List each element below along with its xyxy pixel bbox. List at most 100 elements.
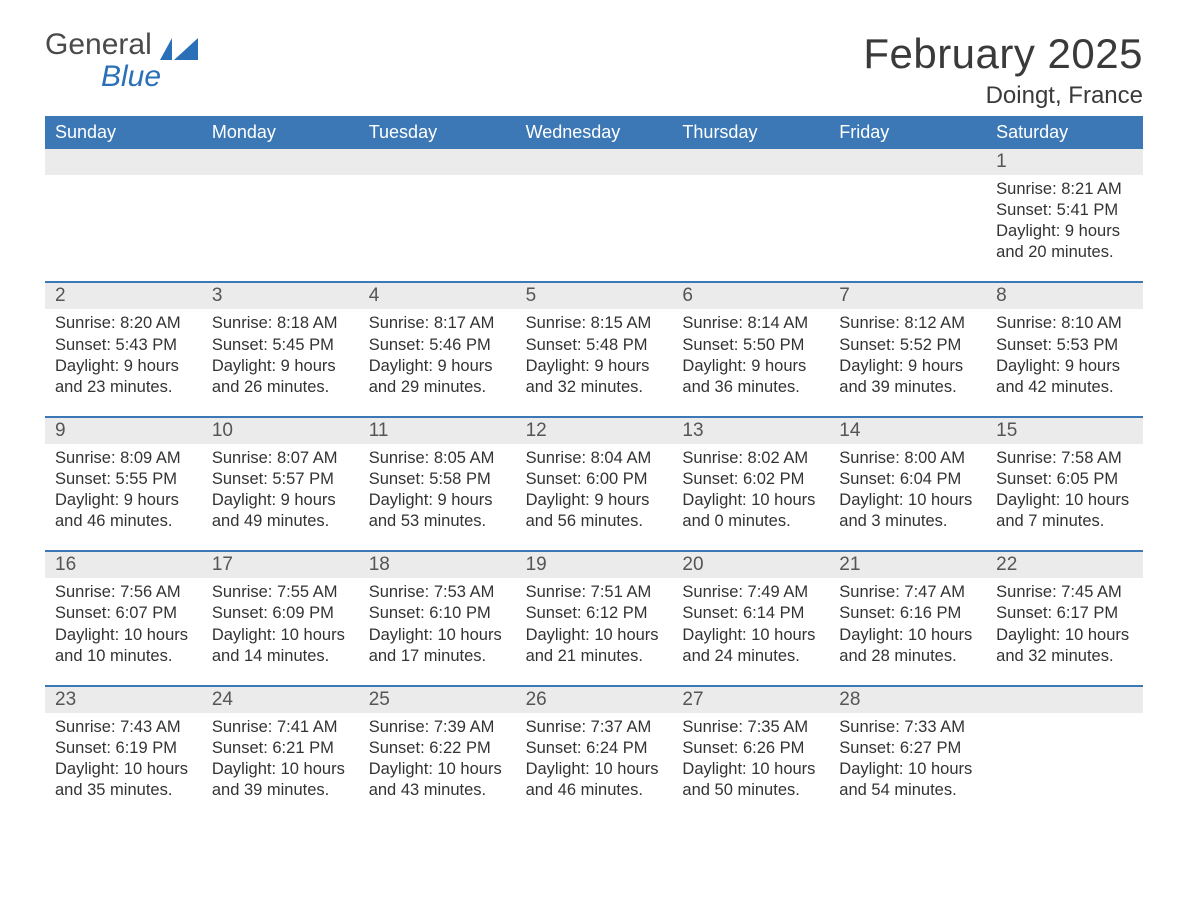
day-content: Sunrise: 8:15 AMSunset: 5:48 PMDaylight:… [516,309,673,397]
day-content: Sunrise: 8:18 AMSunset: 5:45 PMDaylight:… [202,309,359,397]
day-sunrise: Sunrise: 7:37 AM [526,717,663,738]
day-daylight1: Daylight: 9 hours [55,490,192,511]
day-content: Sunrise: 8:14 AMSunset: 5:50 PMDaylight:… [672,309,829,397]
day-sunrise: Sunrise: 7:43 AM [55,717,192,738]
day-daylight1: Daylight: 10 hours [526,759,663,780]
day-number: 26 [516,687,673,713]
day-daylight2: and 50 minutes. [682,780,819,801]
weekday-header-row: Sunday Monday Tuesday Wednesday Thursday… [45,116,1143,149]
day-cell: 6Sunrise: 8:14 AMSunset: 5:50 PMDaylight… [672,283,829,397]
day-daylight2: and 46 minutes. [55,511,192,532]
day-sunrise: Sunrise: 8:20 AM [55,313,192,334]
day-daylight2: and 39 minutes. [212,780,349,801]
day-sunset: Sunset: 6:02 PM [682,469,819,490]
day-sunrise: Sunrise: 8:15 AM [526,313,663,334]
day-number: 9 [45,418,202,444]
day-sunset: Sunset: 5:45 PM [212,335,349,356]
day-cell: 25Sunrise: 7:39 AMSunset: 6:22 PMDayligh… [359,687,516,801]
weeks-container: 1Sunrise: 8:21 AMSunset: 5:41 PMDaylight… [45,149,1143,819]
day-daylight2: and 7 minutes. [996,511,1133,532]
day-daylight2: and 49 minutes. [212,511,349,532]
day-content: Sunrise: 8:02 AMSunset: 6:02 PMDaylight:… [672,444,829,532]
day-cell: 28Sunrise: 7:33 AMSunset: 6:27 PMDayligh… [829,687,986,801]
day-number: 1 [986,149,1143,175]
day-sunset: Sunset: 6:05 PM [996,469,1133,490]
day-content: Sunrise: 7:47 AMSunset: 6:16 PMDaylight:… [829,578,986,666]
day-sunset: Sunset: 5:55 PM [55,469,192,490]
day-number: 27 [672,687,829,713]
brand-word-blue: Blue [101,62,198,92]
day-number: 11 [359,418,516,444]
day-sunset: Sunset: 6:22 PM [369,738,506,759]
day-content: Sunrise: 7:58 AMSunset: 6:05 PMDaylight:… [986,444,1143,532]
day-sunrise: Sunrise: 8:12 AM [839,313,976,334]
day-cell: 9Sunrise: 8:09 AMSunset: 5:55 PMDaylight… [45,418,202,532]
day-daylight2: and 0 minutes. [682,511,819,532]
day-daylight1: Daylight: 9 hours [526,356,663,377]
day-number: 21 [829,552,986,578]
day-daylight1: Daylight: 9 hours [55,356,192,377]
day-sunset: Sunset: 6:00 PM [526,469,663,490]
day-number: 20 [672,552,829,578]
weekday-header: Tuesday [359,116,516,149]
day-sunrise: Sunrise: 8:17 AM [369,313,506,334]
day-content: Sunrise: 8:10 AMSunset: 5:53 PMDaylight:… [986,309,1143,397]
day-sunrise: Sunrise: 7:45 AM [996,582,1133,603]
weekday-header: Thursday [672,116,829,149]
day-cell: 13Sunrise: 8:02 AMSunset: 6:02 PMDayligh… [672,418,829,532]
day-content: Sunrise: 7:45 AMSunset: 6:17 PMDaylight:… [986,578,1143,666]
page-header: General Blue February 2025 Doingt, Franc… [45,30,1143,110]
day-content: Sunrise: 8:12 AMSunset: 5:52 PMDaylight:… [829,309,986,397]
day-daylight1: Daylight: 10 hours [369,759,506,780]
day-daylight1: Daylight: 9 hours [526,490,663,511]
day-daylight1: Daylight: 9 hours [996,356,1133,377]
day-content: Sunrise: 7:49 AMSunset: 6:14 PMDaylight:… [672,578,829,666]
day-daylight2: and 56 minutes. [526,511,663,532]
day-cell: 18Sunrise: 7:53 AMSunset: 6:10 PMDayligh… [359,552,516,666]
day-number [672,149,829,175]
day-daylight1: Daylight: 9 hours [682,356,819,377]
day-cell: 2Sunrise: 8:20 AMSunset: 5:43 PMDaylight… [45,283,202,397]
day-content: Sunrise: 8:04 AMSunset: 6:00 PMDaylight:… [516,444,673,532]
day-cell: 8Sunrise: 8:10 AMSunset: 5:53 PMDaylight… [986,283,1143,397]
day-content: Sunrise: 8:09 AMSunset: 5:55 PMDaylight:… [45,444,202,532]
day-cell: 12Sunrise: 8:04 AMSunset: 6:00 PMDayligh… [516,418,673,532]
day-daylight2: and 26 minutes. [212,377,349,398]
day-sunrise: Sunrise: 8:02 AM [682,448,819,469]
day-sunrise: Sunrise: 7:55 AM [212,582,349,603]
location-label: Doingt, France [863,82,1143,110]
day-daylight2: and 42 minutes. [996,377,1133,398]
day-content: Sunrise: 7:37 AMSunset: 6:24 PMDaylight:… [516,713,673,801]
day-sunset: Sunset: 6:14 PM [682,603,819,624]
day-sunrise: Sunrise: 8:04 AM [526,448,663,469]
day-sunrise: Sunrise: 8:05 AM [369,448,506,469]
day-daylight2: and 53 minutes. [369,511,506,532]
day-sunset: Sunset: 5:57 PM [212,469,349,490]
day-sunset: Sunset: 6:10 PM [369,603,506,624]
day-sunset: Sunset: 6:27 PM [839,738,976,759]
day-content: Sunrise: 7:53 AMSunset: 6:10 PMDaylight:… [359,578,516,666]
day-cell: 26Sunrise: 7:37 AMSunset: 6:24 PMDayligh… [516,687,673,801]
day-cell [516,149,673,263]
day-daylight1: Daylight: 10 hours [839,490,976,511]
month-title: February 2025 [863,30,1143,78]
day-cell: 15Sunrise: 7:58 AMSunset: 6:05 PMDayligh… [986,418,1143,532]
day-content: Sunrise: 7:43 AMSunset: 6:19 PMDaylight:… [45,713,202,801]
day-daylight2: and 21 minutes. [526,646,663,667]
day-daylight2: and 43 minutes. [369,780,506,801]
weekday-header: Monday [202,116,359,149]
day-daylight1: Daylight: 9 hours [212,490,349,511]
day-number: 25 [359,687,516,713]
day-daylight1: Daylight: 10 hours [55,759,192,780]
day-cell: 10Sunrise: 8:07 AMSunset: 5:57 PMDayligh… [202,418,359,532]
day-sunrise: Sunrise: 8:14 AM [682,313,819,334]
day-daylight1: Daylight: 9 hours [369,490,506,511]
day-content: Sunrise: 7:35 AMSunset: 6:26 PMDaylight:… [672,713,829,801]
day-number: 15 [986,418,1143,444]
day-cell: 23Sunrise: 7:43 AMSunset: 6:19 PMDayligh… [45,687,202,801]
day-sunset: Sunset: 5:41 PM [996,200,1133,221]
day-daylight1: Daylight: 10 hours [212,759,349,780]
day-sunset: Sunset: 6:21 PM [212,738,349,759]
day-number: 18 [359,552,516,578]
day-sunset: Sunset: 6:12 PM [526,603,663,624]
